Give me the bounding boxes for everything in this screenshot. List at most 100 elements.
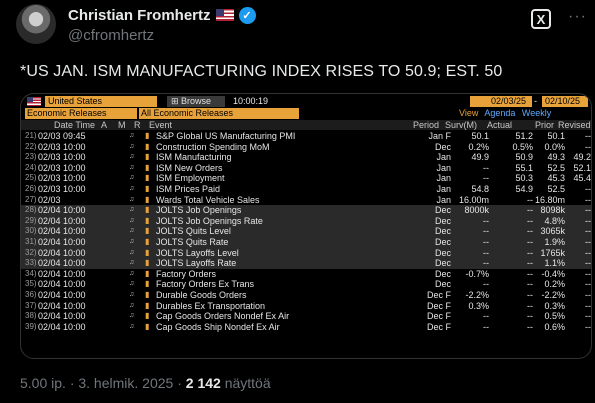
row-event: Cap Goods Ship Nondef Ex Air <box>156 321 280 332</box>
row-survey: 8000k <box>464 205 489 216</box>
table-row: 26) 02/03 10:00 ISM Prices Paid Jan 54.8 54.9… <box>21 183 591 195</box>
more-options-icon[interactable]: ··· <box>568 8 587 25</box>
row-survey: -- <box>483 258 489 269</box>
row-actual: -- <box>527 258 533 269</box>
chart-bars-icon: ▮ <box>145 205 150 215</box>
row-actual: -- <box>527 321 533 332</box>
table-row: 32) 02/04 10:00 JOLTS Layoffs Level Dec -- --… <box>21 247 591 259</box>
alert-bell-icon: ♫ <box>129 174 135 182</box>
row-period: Dec <box>434 279 451 290</box>
row-revised: -- <box>585 279 591 290</box>
row-period: Jan <box>436 152 451 163</box>
view-count: 2 142 <box>185 375 221 391</box>
chart-bars-icon: ▮ <box>145 311 150 321</box>
browse-button: ⊞ Browse <box>167 96 225 107</box>
row-period: Jan <box>436 162 451 173</box>
chart-bars-icon: ▮ <box>145 268 150 278</box>
col-event: Event <box>149 120 173 130</box>
alert-bell-icon: ♫ <box>129 227 135 235</box>
terminal-image[interactable]: United States ⊞ Browse 10:00:19 02/03/25… <box>20 93 592 359</box>
row-number: 31) <box>25 236 37 246</box>
row-revised: -- <box>585 183 591 194</box>
alert-bell-icon: ♫ <box>129 259 135 267</box>
row-period: Dec <box>434 268 451 279</box>
chart-bars-icon: ▮ <box>145 236 150 246</box>
row-prior: 8098k <box>540 205 565 216</box>
row-prior: 4.8% <box>544 215 565 226</box>
author-name[interactable]: Christian Fromhertz <box>68 6 211 24</box>
category-select: Economic Releases <box>25 108 137 119</box>
table-row: 33) 02/04 10:00 JOLTS Layoffs Rate Dec -- -- 1… <box>21 258 591 269</box>
row-datetime: 02/04 10:00 <box>38 300 86 311</box>
row-survey: -- <box>483 279 489 290</box>
alert-bell-icon: ♫ <box>129 195 135 203</box>
table-row: 31) 02/04 10:00 JOLTS Quits Rate Dec -- -- 1.9… <box>21 236 591 248</box>
table-row: 25) 02/03 10:00 ISM Employment Jan -- 50.3 45.… <box>21 173 591 184</box>
row-datetime: 02/04 10:00 <box>38 205 86 216</box>
row-prior: -2.2% <box>541 289 565 300</box>
author-avatar[interactable] <box>16 4 56 44</box>
table-row: 38) 02/04 10:00 Cap Goods Orders Nondef Ex… <box>21 311 591 322</box>
row-period: Dec F <box>426 311 451 322</box>
row-survey: 0.2% <box>468 141 489 152</box>
col-datetime: Date Time <box>54 120 96 130</box>
row-event: ISM Prices Paid <box>156 183 221 194</box>
alert-bell-icon: ♫ <box>129 142 135 150</box>
row-event: Construction Spending MoM <box>156 141 270 152</box>
table-header: Date Time A M R Event Period Surv(M) Act… <box>21 120 591 130</box>
chart-bars-icon: ▮ <box>145 215 150 225</box>
row-number: 30) <box>25 226 37 236</box>
chart-bars-icon: ▮ <box>145 226 150 236</box>
row-number: 24) <box>25 162 37 172</box>
row-period: Dec F <box>426 300 451 311</box>
terminal-top-bar: United States ⊞ Browse 10:00:19 02/03/25… <box>21 96 591 107</box>
table-row: 29) 02/04 10:00 JOLTS Job Openings Rate Dec… <box>21 215 591 227</box>
grok-button[interactable]: X <box>531 9 551 29</box>
chart-bars-icon: ▮ <box>145 194 150 204</box>
row-event: Factory Orders Ex Trans <box>156 279 255 290</box>
chart-bars-icon: ▮ <box>145 258 150 268</box>
row-revised: -- <box>585 258 591 269</box>
row-prior: 0.0% <box>544 141 565 152</box>
row-event: Durables Ex Transportation <box>156 300 266 311</box>
row-actual: -- <box>527 236 533 247</box>
chart-bars-icon: ▮ <box>145 300 150 310</box>
verified-badge-icon: ✓ <box>238 6 256 24</box>
row-survey: 50.1 <box>471 131 489 141</box>
alert-bell-icon: ♫ <box>129 153 135 161</box>
row-revised: 45.4 <box>573 173 591 184</box>
author-handle[interactable]: @cfromhertz <box>68 27 155 44</box>
row-prior: 0.3% <box>544 300 565 311</box>
row-period: Jan <box>436 173 451 184</box>
row-prior: 45.3 <box>547 173 565 184</box>
row-prior: 1.9% <box>544 236 565 247</box>
row-datetime: 02/04 10:00 <box>38 268 86 279</box>
row-event: JOLTS Layoffs Rate <box>156 258 237 269</box>
alert-bell-icon: ♫ <box>129 301 135 309</box>
row-revised: -- <box>585 236 591 247</box>
row-datetime: 02/03 10:00 <box>38 141 86 152</box>
row-survey: -- <box>483 226 489 237</box>
table-row: 23) 02/03 10:00 ISM Manufacturing Jan 49.9 50… <box>21 152 591 163</box>
row-survey: -- <box>483 311 489 322</box>
chart-bars-icon: ▮ <box>145 289 150 299</box>
row-period: Dec <box>434 226 451 237</box>
row-revised: 49.2 <box>573 152 591 163</box>
table-row: 30) 02/04 10:00 JOLTS Quits Level Dec -- -- 30… <box>21 226 591 237</box>
row-event: Wards Total Vehicle Sales <box>156 194 260 205</box>
row-datetime: 02/04 10:00 <box>38 226 86 237</box>
table-row: 28) 02/04 10:00 JOLTS Job Openings Dec 8000k… <box>21 205 591 216</box>
row-actual: -- <box>527 289 533 300</box>
tweet-timestamp[interactable]: 5.00 ip. · 3. helmik. 2025 · <box>20 375 186 391</box>
row-survey: -2.2% <box>465 289 489 300</box>
row-actual: -- <box>527 247 533 258</box>
alert-bell-icon: ♫ <box>129 163 135 171</box>
chart-bars-icon: ▮ <box>145 131 150 140</box>
table-row: 24) 02/03 10:00 ISM New Orders Jan -- 55.1 52.… <box>21 162 591 174</box>
chart-bars-icon: ▮ <box>145 162 150 172</box>
row-number: 28) <box>25 205 37 215</box>
chart-bars-icon: ▮ <box>145 183 150 193</box>
table-row: 34) 02/04 10:00 Factory Orders Dec -0.7% -- -0… <box>21 268 591 280</box>
row-actual: -- <box>527 311 533 322</box>
row-event: S&P Global US Manufacturing PMI <box>156 131 296 141</box>
